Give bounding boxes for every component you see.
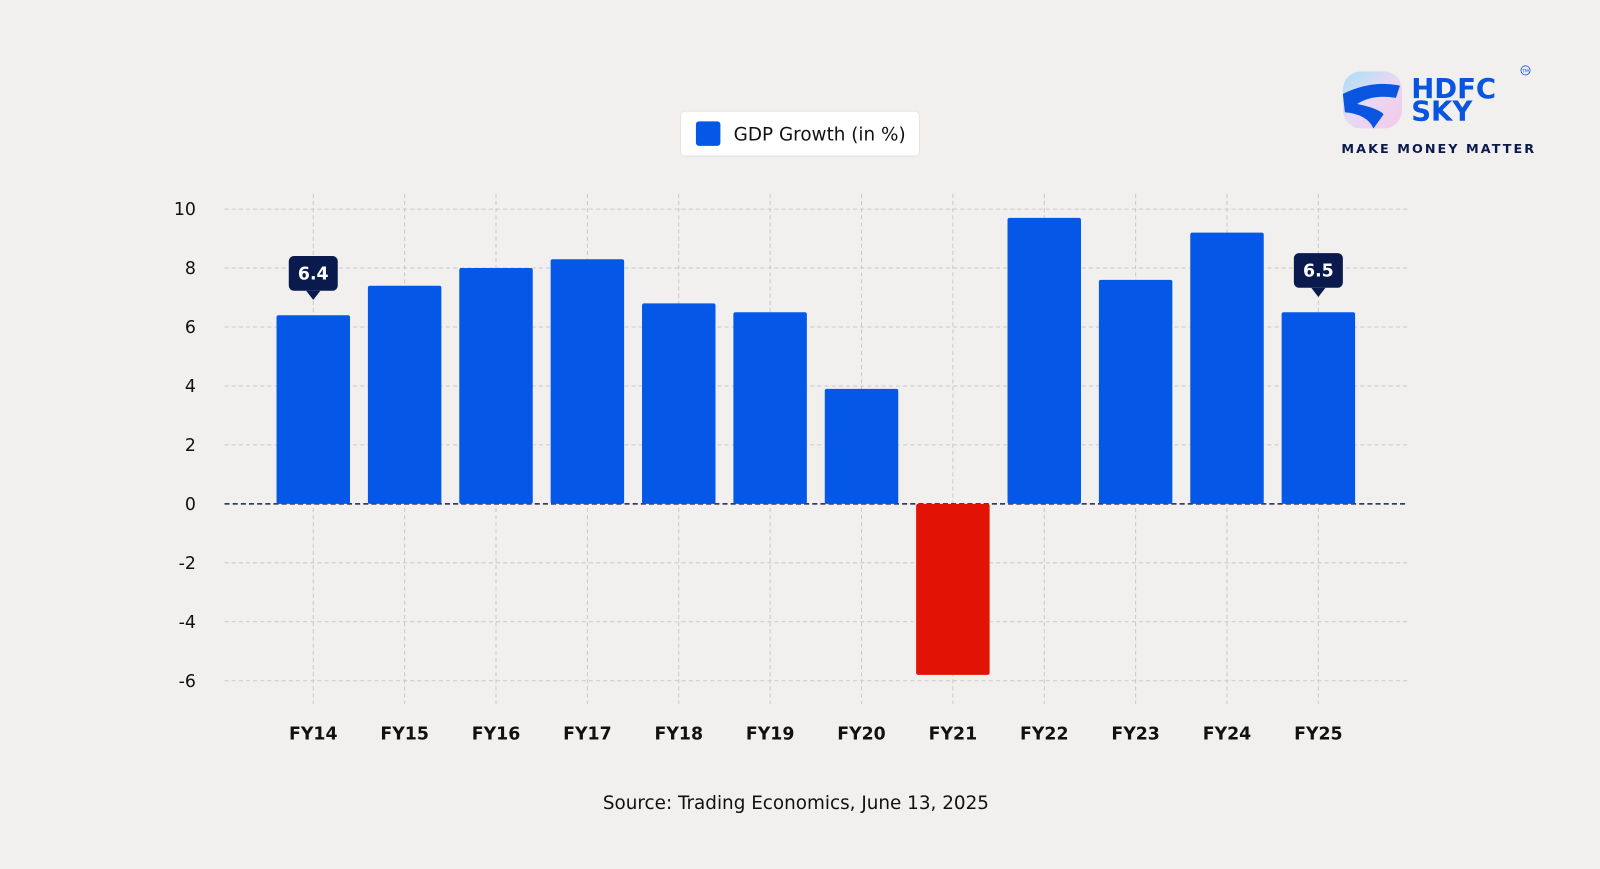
x-tick-label: FY23 (1111, 724, 1160, 744)
logo-text-sky: SKY (1411, 95, 1473, 127)
bar-fy18 (642, 303, 716, 504)
legend-box (680, 110, 920, 157)
logo-text-hdfc: HDFC (1411, 73, 1496, 105)
bar-fy25 (1281, 312, 1356, 504)
y-tick-label: 0 (185, 495, 196, 515)
callout-pointer (1311, 287, 1326, 297)
x-tick-label: FY24 (1203, 724, 1252, 744)
x-tick-label: FY20 (837, 724, 886, 744)
x-tick-label: FY16 (472, 724, 521, 744)
y-tick-label: -2 (179, 554, 196, 574)
source-note: Source: Trading Economics, June 13, 2025 (603, 793, 989, 814)
x-tick-label: FY22 (1020, 724, 1069, 744)
y-tick-label: 6 (185, 318, 196, 338)
x-tick-label: FY19 (746, 724, 795, 744)
bar-fy22 (1007, 217, 1081, 504)
legend-label: GDP Growth (in %) (734, 125, 906, 146)
hdfc-sky-logo: HDFC SKY TM MAKE MONEY MATTER (1341, 65, 1536, 157)
bar-fy15 (367, 285, 442, 504)
y-tick-label: 10 (174, 200, 196, 220)
y-tick-label: 2 (185, 436, 196, 456)
bar-fy17 (550, 259, 625, 504)
x-tick-label: FY14 (289, 724, 338, 744)
bar-fy24 (1190, 232, 1264, 504)
x-tick-label: FY15 (380, 724, 429, 744)
x-tick-label: FY25 (1294, 724, 1343, 744)
bar-fy20 (824, 388, 899, 504)
x-tick-label: FY21 (929, 724, 978, 744)
x-tick-label: FY18 (655, 724, 704, 744)
y-axis-ticks: 10 8 6 4 2 0 -2 -4 -6 (174, 200, 196, 692)
bars (276, 217, 1356, 675)
trademark: TM (1521, 68, 1529, 74)
callout-label: 6.4 (298, 265, 329, 285)
y-tick-label: -6 (179, 672, 196, 692)
x-axis-ticks: FY14 FY15 FY16 FY17 FY18 FY19 FY20 FY21 FY22 FY23… (289, 724, 1343, 744)
callout-fy14: 6.4 (288, 256, 338, 300)
y-tick-label: 8 (185, 259, 196, 279)
bar-fy16 (459, 268, 533, 504)
logo-tagline: MAKE MONEY MATTER (1341, 142, 1536, 157)
callout-pointer (306, 290, 321, 300)
legend: GDP Growth (in %) (680, 110, 920, 157)
x-tick-label: FY17 (563, 724, 612, 744)
callout-box (1293, 253, 1343, 288)
callout-box (288, 256, 338, 291)
bar-fy19 (733, 312, 807, 504)
legend-swatch (695, 121, 721, 146)
callout-label: 6.5 (1303, 262, 1334, 282)
bar-fy23 (1098, 279, 1173, 504)
bar-fy14 (276, 315, 350, 504)
y-tick-label: -4 (179, 613, 196, 633)
bar-fy21 (916, 503, 990, 675)
callouts: 6.4 6.5 (288, 253, 1343, 300)
callout-fy25: 6.5 (1293, 253, 1343, 297)
y-tick-label: 4 (185, 377, 196, 397)
